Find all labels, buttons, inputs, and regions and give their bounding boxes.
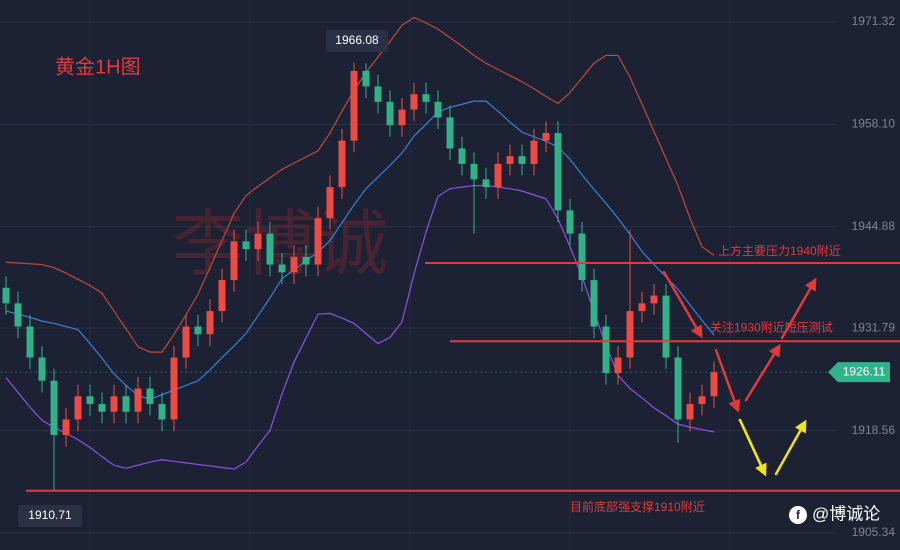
candle-body (662, 295, 670, 358)
arrow (744, 343, 781, 402)
candle-body (554, 132, 562, 211)
candle-body (110, 396, 118, 412)
y-tick-label: 1971.32 (852, 14, 896, 28)
brand: f @博诚论 (789, 504, 880, 524)
candle-body (170, 357, 178, 420)
candle-body (278, 264, 286, 273)
candle-body (218, 280, 226, 312)
candle-body (158, 403, 166, 420)
arrow (780, 277, 817, 340)
candle-body (566, 210, 574, 234)
candle-body (506, 156, 514, 164)
y-axis: 1905.34 1918.56 1931.79 1944.88 1958.10 1971.… (828, 14, 895, 539)
candle-body (614, 357, 622, 374)
grid (0, 21, 835, 534)
candle-body (38, 357, 46, 381)
arrow (774, 419, 807, 476)
arrow (714, 348, 741, 413)
candle-body (290, 256, 298, 273)
candle-body (386, 101, 394, 126)
candle-body (446, 117, 454, 149)
arrow (662, 270, 703, 339)
candle-body (62, 419, 70, 435)
candle-body (650, 295, 658, 304)
brand-text: @博诚论 (812, 504, 880, 523)
candle-body (122, 396, 130, 412)
candle-body (482, 179, 490, 188)
level-label: 上方主要压力1940附近 (718, 243, 841, 258)
candle-body (422, 94, 430, 102)
candle-body (374, 86, 382, 102)
candle-body (638, 303, 646, 312)
candle-body (146, 388, 154, 404)
candle-body (698, 396, 706, 404)
high-callout-box (326, 30, 388, 52)
candle-body (182, 326, 190, 358)
candle-body (230, 241, 238, 281)
candle-body (530, 140, 538, 164)
level-label: 关注1930附近短压测试 (710, 319, 833, 334)
current-price-tag (828, 362, 890, 383)
vertical-grid (89, 0, 731, 550)
candle-body (338, 140, 346, 188)
candle-body (686, 403, 694, 420)
y-tick-label: 1958.10 (852, 117, 896, 131)
candle-body (542, 132, 550, 141)
candle-body (74, 396, 82, 420)
candle-body (710, 372, 718, 397)
candle-body (194, 326, 202, 335)
candle-body (578, 233, 586, 281)
low-callout: 1910.71 (28, 508, 72, 522)
watermark: 李博诚 (172, 205, 388, 285)
arrows (662, 270, 817, 477)
level-label: 目前底部强支撑1910附近 (570, 499, 705, 514)
arrow (738, 418, 767, 477)
y-tick-label: 1918.56 (852, 423, 896, 437)
band-line (5, 100, 715, 400)
candle-body (362, 70, 370, 87)
candle-body (50, 380, 58, 435)
candle-body (518, 156, 526, 164)
candles: 1966.08 1910.71 (0, 30, 835, 527)
candle-body (410, 94, 418, 110)
y-tick-label: 1905.34 (852, 525, 896, 539)
candle-body (2, 287, 10, 304)
candle-body (470, 163, 478, 180)
candle-body (350, 70, 358, 141)
high-callout: 1966.08 (335, 33, 379, 47)
candle-body (206, 311, 214, 335)
y-tick-label: 1944.88 (852, 219, 896, 233)
current-price-label: 1926.11 (843, 364, 886, 378)
candle-body (434, 101, 442, 118)
brand-icon-letter: f (796, 508, 801, 522)
candle-body (86, 396, 94, 404)
candle-body (26, 326, 34, 358)
candle-body (398, 109, 406, 126)
candle-body (674, 357, 682, 420)
candle-body (590, 280, 598, 327)
candle-body (494, 163, 502, 188)
low-callout-box (18, 505, 82, 527)
chart-title: 黄金1H图 (55, 55, 141, 78)
candle-body (302, 256, 310, 265)
candle-body (98, 403, 106, 412)
candle-body (134, 388, 142, 412)
y-tick-label: 1931.79 (852, 320, 896, 334)
candle-body (254, 233, 262, 250)
brand-icon (789, 506, 807, 524)
candle-body (458, 148, 466, 164)
band-line (5, 16, 715, 353)
candle-body (314, 218, 322, 265)
candle-body (242, 241, 250, 250)
candle-body (626, 311, 634, 358)
candle-body (326, 187, 334, 219)
candle-body (266, 233, 274, 265)
candle-body (602, 326, 610, 374)
candle-body (14, 303, 22, 327)
